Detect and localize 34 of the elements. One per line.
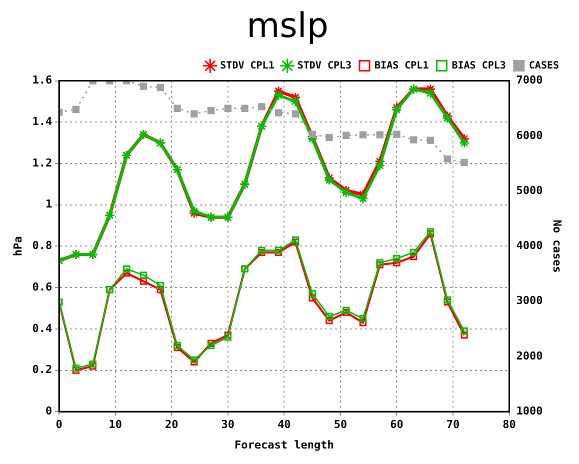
y2-axis-title: No cases (550, 220, 564, 273)
x-tick-label: 20 (165, 418, 178, 432)
y-tick-label: 0.2 (32, 363, 52, 376)
legend-label: BIAS CPL3 (452, 60, 506, 72)
x-tick-label: 0 (56, 418, 62, 432)
y-tick-label: 0.8 (32, 239, 52, 252)
y2-tick-label: 6000 (516, 128, 543, 142)
y2-tick-label: 5000 (516, 184, 543, 197)
y-tick-label: 1 (45, 198, 52, 211)
x-tick-label: 60 (390, 418, 404, 432)
x-tick-label: 70 (446, 418, 460, 432)
x-tick-label: 40 (278, 418, 291, 432)
y-tick-label: 0 (45, 404, 52, 418)
y-tick-label: 0.4 (32, 322, 52, 335)
y2-tick-label: 1000 (516, 404, 543, 418)
y2-tick-label: 3000 (516, 294, 543, 308)
y-tick-label: 1.2 (32, 156, 52, 170)
x-axis-title: Forecast length (234, 438, 334, 452)
legend-label: STDV CPL1 (220, 60, 274, 72)
y2-tick-label: 7000 (516, 74, 543, 87)
legend-label: CASES (528, 60, 560, 72)
legend-label: BIAS CPL1 (374, 60, 429, 72)
legend-label: STDV CPL3 (297, 60, 352, 72)
chart-title: mslp (246, 6, 328, 46)
y-tick-label: 1.6 (32, 74, 52, 87)
y2-tick-label: 2000 (516, 349, 543, 362)
y-tick-label: 1.4 (32, 115, 52, 128)
x-tick-label: 50 (334, 418, 348, 432)
y2-tick-label: 4000 (516, 239, 543, 252)
y-axis-title: hPa (11, 236, 24, 256)
y-tick-label: 0.6 (32, 280, 52, 294)
x-tick-label: 10 (108, 418, 122, 432)
x-tick-label: 30 (221, 418, 235, 432)
x-tick-label: 80 (502, 418, 516, 432)
